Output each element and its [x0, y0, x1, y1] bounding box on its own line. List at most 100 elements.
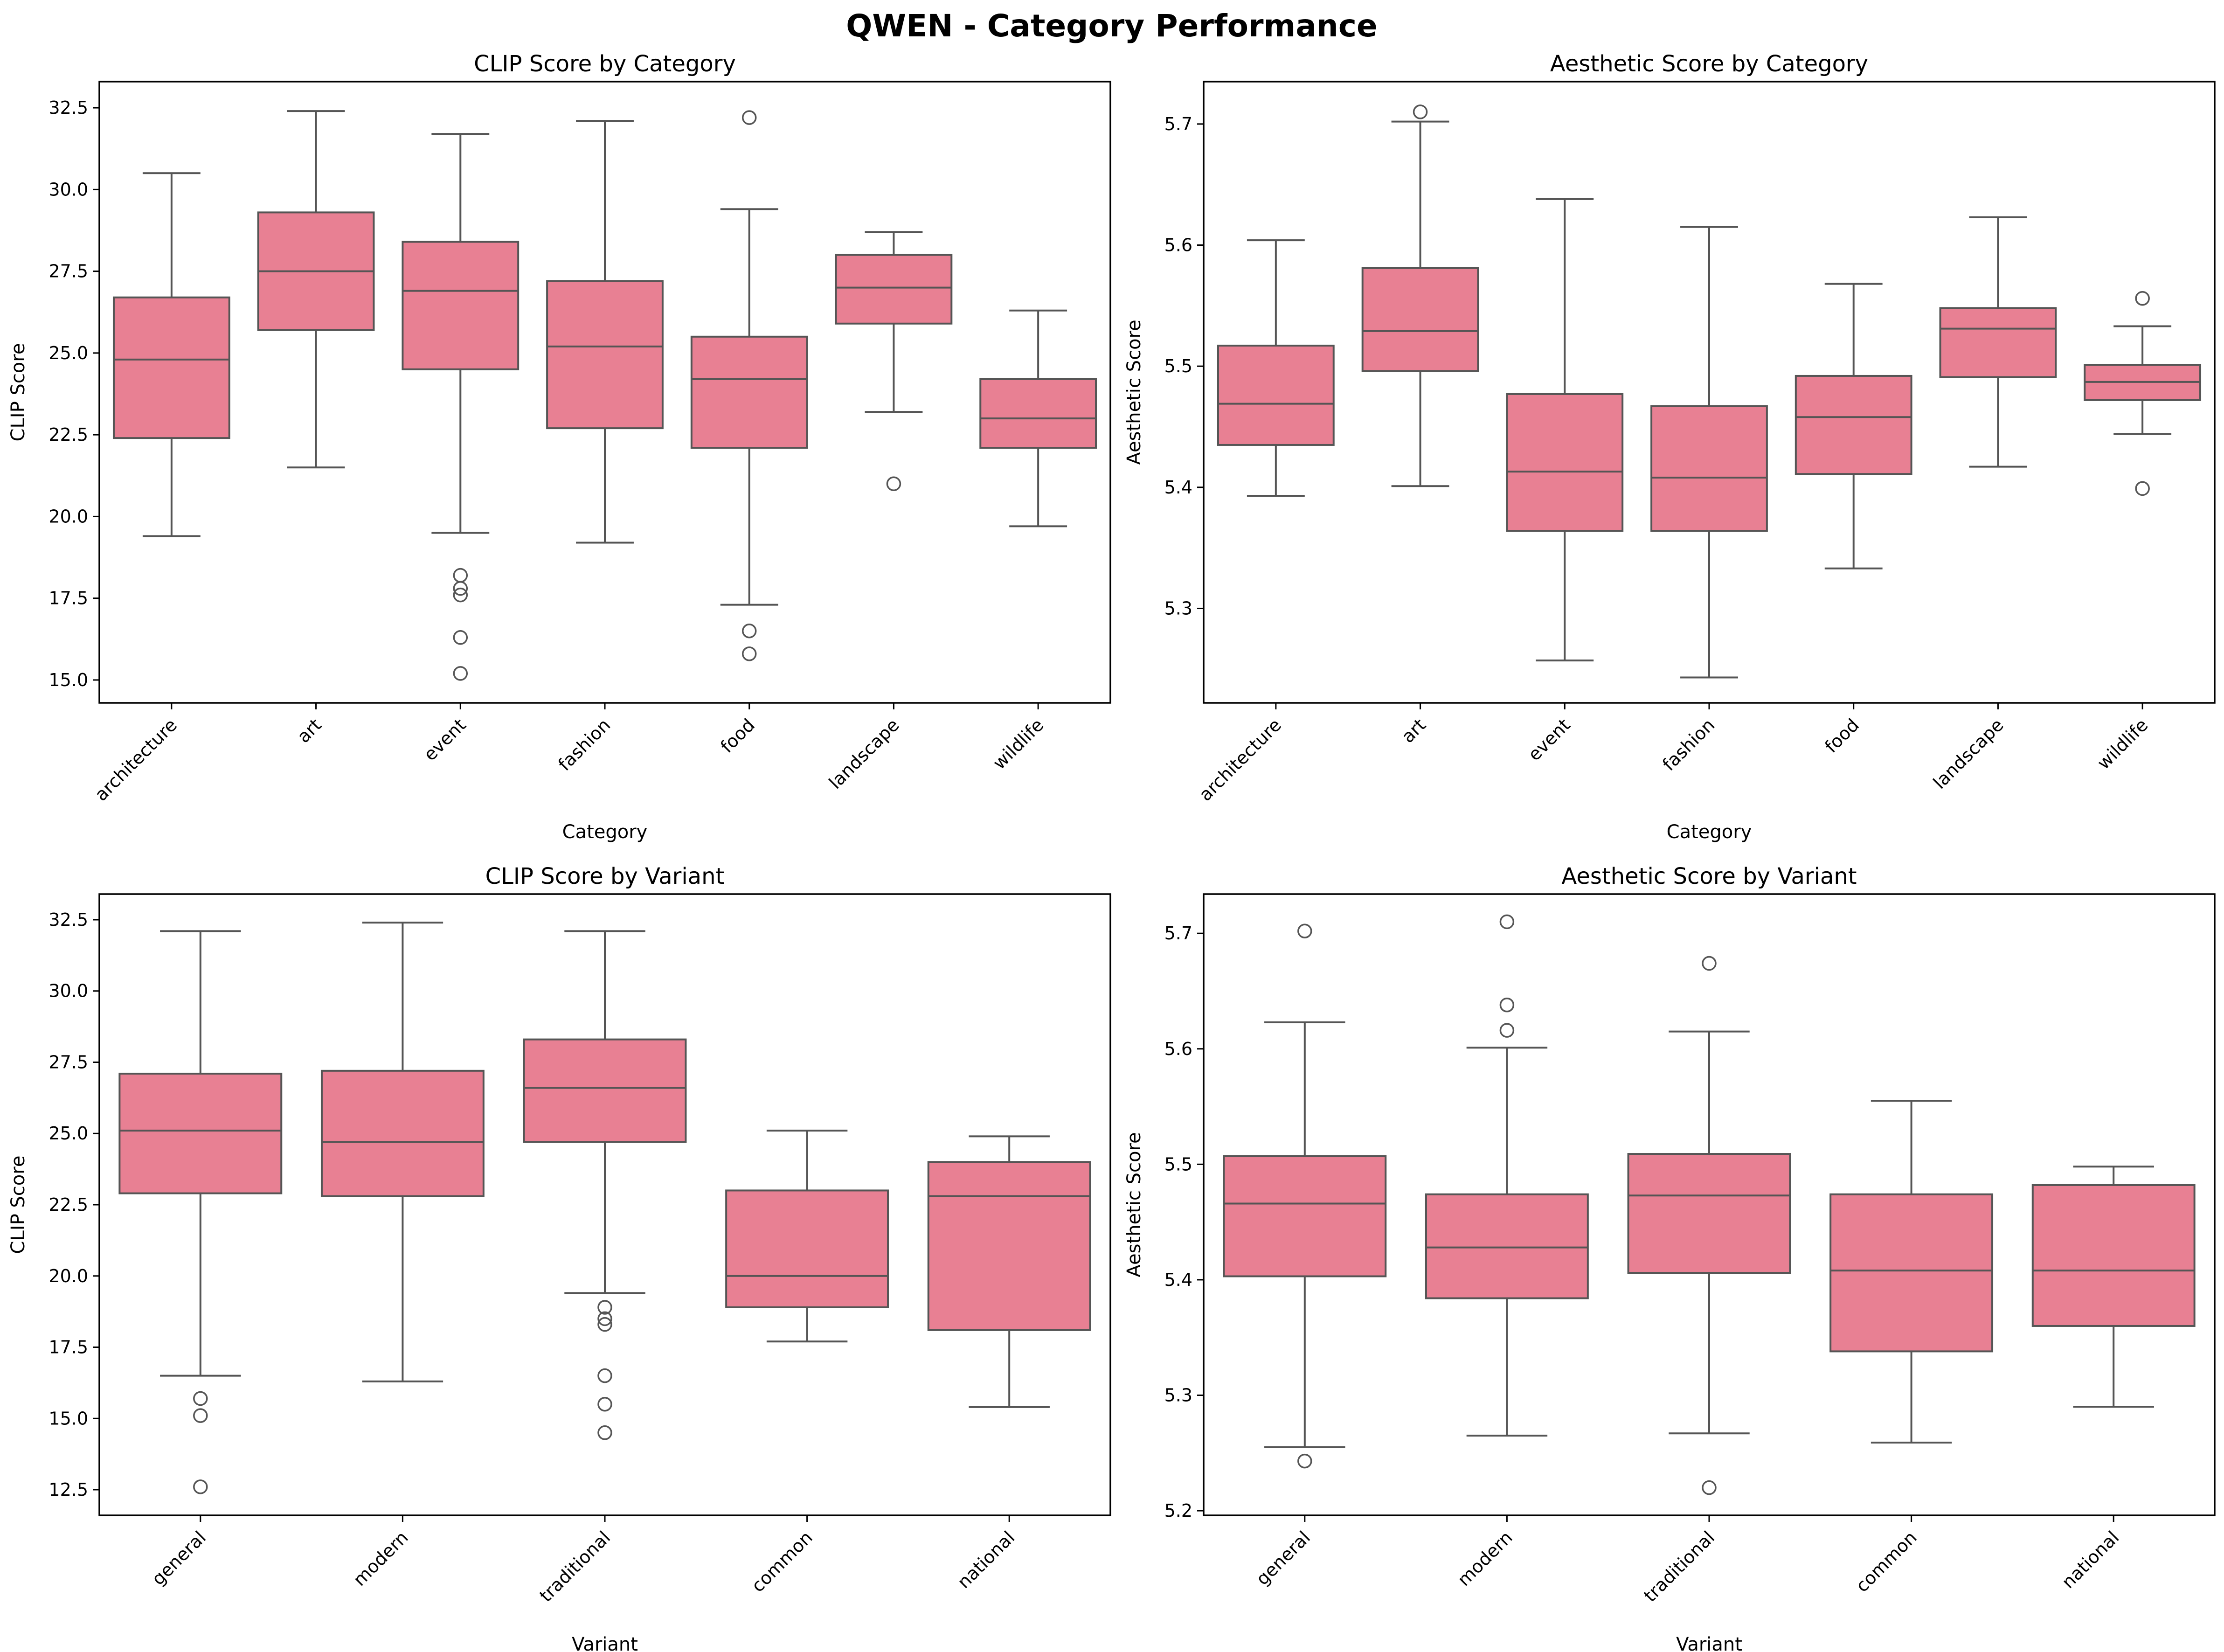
x-tick-label: modern — [1454, 1527, 1517, 1590]
panel-aesthetic-by-category: Aesthetic Score by Category 5.3 5.4 5.5 5.6 5… — [1123, 51, 2216, 843]
x-tick-label: traditional — [535, 1527, 614, 1606]
box-event — [402, 133, 520, 681]
iqr-box — [112, 296, 230, 439]
y-tick-label: 27.5 — [48, 261, 88, 282]
outlier-point — [1499, 1023, 1515, 1038]
iqr-box — [690, 335, 808, 449]
y-axis-label: CLIP Score — [7, 1156, 29, 1254]
iqr-box — [1627, 1153, 1791, 1274]
x-tick-label: food — [1821, 715, 1864, 757]
box-modern — [1425, 914, 1589, 1437]
iqr-box — [523, 1038, 687, 1143]
y-tick-label: 5.3 — [1164, 1385, 1192, 1406]
iqr-box — [118, 1072, 283, 1194]
panel-clip-by-category: CLIP Score by Category 15.0 17.5 20.0 22.5 25… — [7, 51, 1111, 843]
y-tick-label: 5.5 — [1164, 356, 1192, 376]
panel-title: Aesthetic Score by Variant — [1561, 863, 1857, 889]
outlier-point — [886, 476, 901, 492]
y-tick-label: 25.0 — [48, 1123, 88, 1144]
x-tick-label: fashion — [1658, 715, 1718, 775]
box-landscape — [835, 231, 953, 492]
outlier-point — [741, 646, 757, 661]
y-tick-label: 20.0 — [48, 506, 88, 527]
x-axis-label: Variant — [572, 1634, 638, 1652]
iqr-box — [320, 1069, 485, 1197]
y-tick-label: 5.6 — [1164, 235, 1192, 256]
y-tick-label: 22.5 — [48, 424, 88, 445]
panel-clip-by-variant: CLIP Score by Variant 12.5 15.0 17.5 20.0 22.… — [7, 863, 1111, 1652]
x-tick-label: national — [954, 1527, 1019, 1592]
outlier-point — [1297, 1453, 1312, 1469]
outlier-point — [597, 1317, 612, 1332]
axes-frame — [1203, 81, 2216, 704]
outlier-point — [2135, 481, 2150, 496]
x-tick-label: landscape — [1929, 715, 2008, 793]
outlier-point — [453, 568, 468, 583]
box-modern — [320, 922, 485, 1382]
box-architecture — [112, 172, 230, 537]
outlier-point — [1499, 997, 1515, 1013]
box-wildlife — [2084, 291, 2202, 496]
y-tick-label: 5.2 — [1164, 1500, 1192, 1521]
y-tick-label: 5.7 — [1164, 923, 1192, 944]
box-food — [1794, 283, 1912, 569]
y-tick-label: 17.5 — [48, 588, 88, 609]
y-tick-label: 20.0 — [48, 1266, 88, 1286]
iqr-box — [546, 280, 664, 430]
box-fashion — [546, 120, 664, 544]
x-tick-label: general — [1252, 1527, 1314, 1589]
x-tick-label: event — [1524, 715, 1574, 765]
y-tick-label: 25.0 — [48, 343, 88, 363]
figure-title: QWEN - Category Performance — [846, 8, 1377, 44]
x-tick-label: wildlife — [2093, 715, 2152, 773]
outlier-point — [1702, 956, 1717, 971]
x-tick-label: art — [293, 715, 326, 747]
outlier-point — [453, 666, 468, 681]
y-tick-label: 5.7 — [1164, 114, 1192, 134]
outlier-point — [597, 1425, 612, 1440]
y-tick-label: 5.4 — [1164, 477, 1192, 498]
x-tick-label: landscape — [825, 715, 903, 793]
x-tick-label: national — [2058, 1527, 2123, 1592]
y-tick-label: 12.5 — [48, 1479, 88, 1500]
outlier-point — [597, 1300, 612, 1315]
y-tick-label: 32.5 — [48, 909, 88, 930]
axes-frame — [1203, 893, 2216, 1516]
box-food — [690, 110, 808, 661]
box-architecture — [1217, 239, 1335, 497]
y-tick-label: 30.0 — [48, 981, 88, 1001]
y-tick-label: 17.5 — [48, 1337, 88, 1358]
y-tick-label: 15.0 — [48, 670, 88, 690]
panel-title: Aesthetic Score by Category — [1550, 51, 1868, 77]
box-fashion — [1650, 226, 1768, 679]
iqr-box — [1650, 405, 1768, 532]
axes-frame — [98, 81, 1111, 704]
y-tick-label: 32.5 — [48, 97, 88, 118]
iqr-box — [2031, 1184, 2196, 1327]
iqr-box — [1223, 1155, 1387, 1277]
x-tick-label: general — [148, 1527, 210, 1589]
y-tick-label: 22.5 — [48, 1194, 88, 1215]
panel-title: CLIP Score by Variant — [485, 863, 725, 889]
iqr-box — [835, 254, 953, 325]
y-axis-label: CLIP Score — [7, 343, 29, 442]
iqr-box — [1794, 375, 1912, 475]
x-tick-label: fashion — [554, 715, 614, 775]
y-axis-label: Aesthetic Score — [1123, 319, 1145, 465]
box-common — [725, 1130, 889, 1343]
outlier-point — [1413, 104, 1428, 119]
box-traditional — [1627, 956, 1791, 1495]
x-tick-label: food — [717, 715, 759, 757]
outlier-point — [597, 1311, 612, 1326]
outlier-point — [2135, 291, 2150, 306]
x-tick-label: event — [420, 715, 470, 765]
x-tick-label: architecture — [91, 715, 181, 805]
x-tick-label: modern — [349, 1527, 412, 1590]
outlier-point — [597, 1368, 612, 1383]
iqr-box — [1425, 1193, 1589, 1299]
y-tick-label: 15.0 — [48, 1408, 88, 1429]
x-axis-label: Category — [562, 821, 648, 843]
outlier-point — [193, 1391, 208, 1406]
y-tick-label: 5.5 — [1164, 1154, 1192, 1174]
